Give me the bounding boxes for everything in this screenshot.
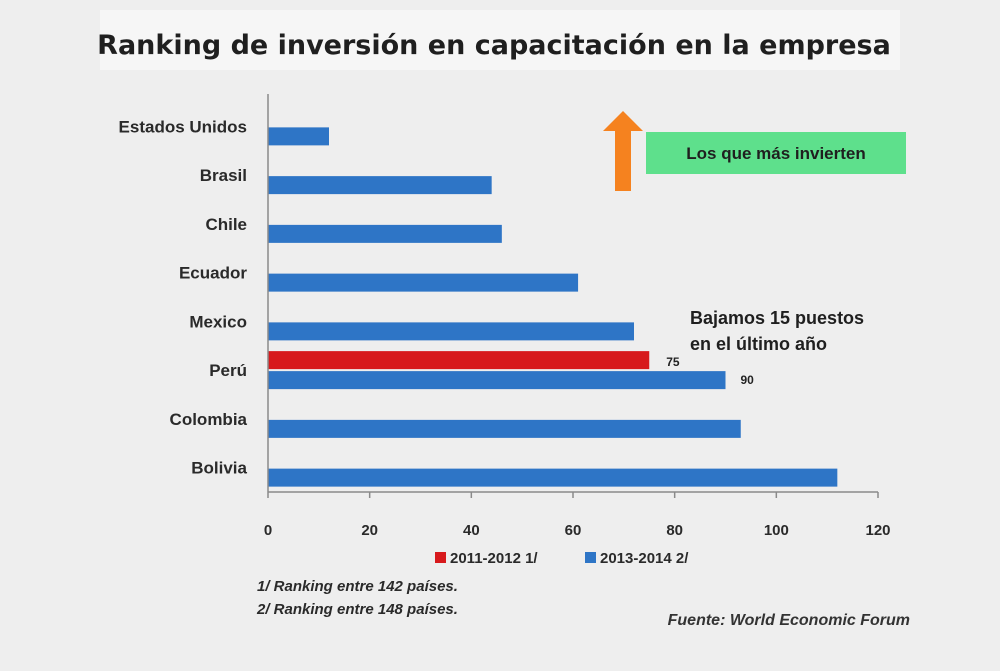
bar-2013-2014-bolivia — [268, 468, 838, 487]
legend-label-2013-2014: 2013-2014 2/ — [600, 550, 689, 567]
data-label-2011-2012: 75 — [666, 355, 680, 369]
category-label-mexico: Mexico — [189, 312, 247, 331]
bar-2013-2014-colombia — [268, 419, 741, 438]
bar-2013-2014-peru — [268, 371, 726, 390]
x-tick-label: 0 — [264, 522, 272, 539]
tick-labels: 0 20 40 60 80 100 120 — [264, 522, 891, 539]
x-tick-label: 100 — [764, 522, 789, 539]
category-labels: Estados Unidos Brasil Chile Ecuador Mexico Pe… — [119, 117, 248, 477]
axes — [267, 94, 879, 498]
category-label-brasil: Brasil — [200, 166, 247, 185]
bar-2013-2014-estados-unidos — [268, 127, 329, 146]
legend-label-2011-2012: 2011-2012 1/ — [450, 550, 538, 567]
x-tick-label: 60 — [565, 522, 582, 539]
legend-swatch-2011-2012 — [435, 552, 446, 563]
bar-2013-2014-mexico — [268, 322, 634, 341]
data-label-2013-2014: 90 — [741, 373, 755, 387]
x-tick-label: 20 — [361, 522, 378, 539]
callout-text: Los que más invierten — [686, 144, 866, 163]
bar-2011-2012-peru — [268, 351, 650, 370]
title-band — [100, 10, 900, 70]
category-label-chile: Chile — [205, 215, 247, 234]
x-tick-label: 40 — [463, 522, 480, 539]
category-label-estados-unidos: Estados Unidos — [119, 117, 247, 136]
note-line-1: Bajamos 15 puestos — [690, 308, 864, 328]
data-labels: 75 90 — [666, 355, 754, 387]
bar-2013-2014-chile — [268, 224, 502, 243]
legend-swatch-2013-2014 — [585, 552, 596, 563]
x-tick-label: 80 — [666, 522, 683, 539]
callout-box — [646, 132, 906, 174]
bar-2013-2014-ecuador — [268, 273, 579, 292]
x-tick-label: 120 — [865, 522, 890, 539]
chart-title: Ranking de inversión en capacitación en … — [97, 30, 891, 61]
category-label-ecuador: Ecuador — [179, 264, 247, 283]
category-label-peru: Perú — [209, 361, 247, 380]
note-line-2: en el último año — [690, 334, 827, 354]
footnote-2: 2/ Ranking entre 148 países. — [256, 601, 458, 618]
category-label-bolivia: Bolivia — [191, 459, 247, 478]
up-arrow-icon — [603, 111, 643, 191]
bars-group — [268, 127, 838, 487]
footnote-1: 1/ Ranking entre 142 países. — [257, 578, 458, 595]
source-note: Fuente: World Economic Forum — [668, 612, 910, 629]
category-label-colombia: Colombia — [170, 410, 248, 429]
bar-2013-2014-brasil — [268, 176, 492, 195]
